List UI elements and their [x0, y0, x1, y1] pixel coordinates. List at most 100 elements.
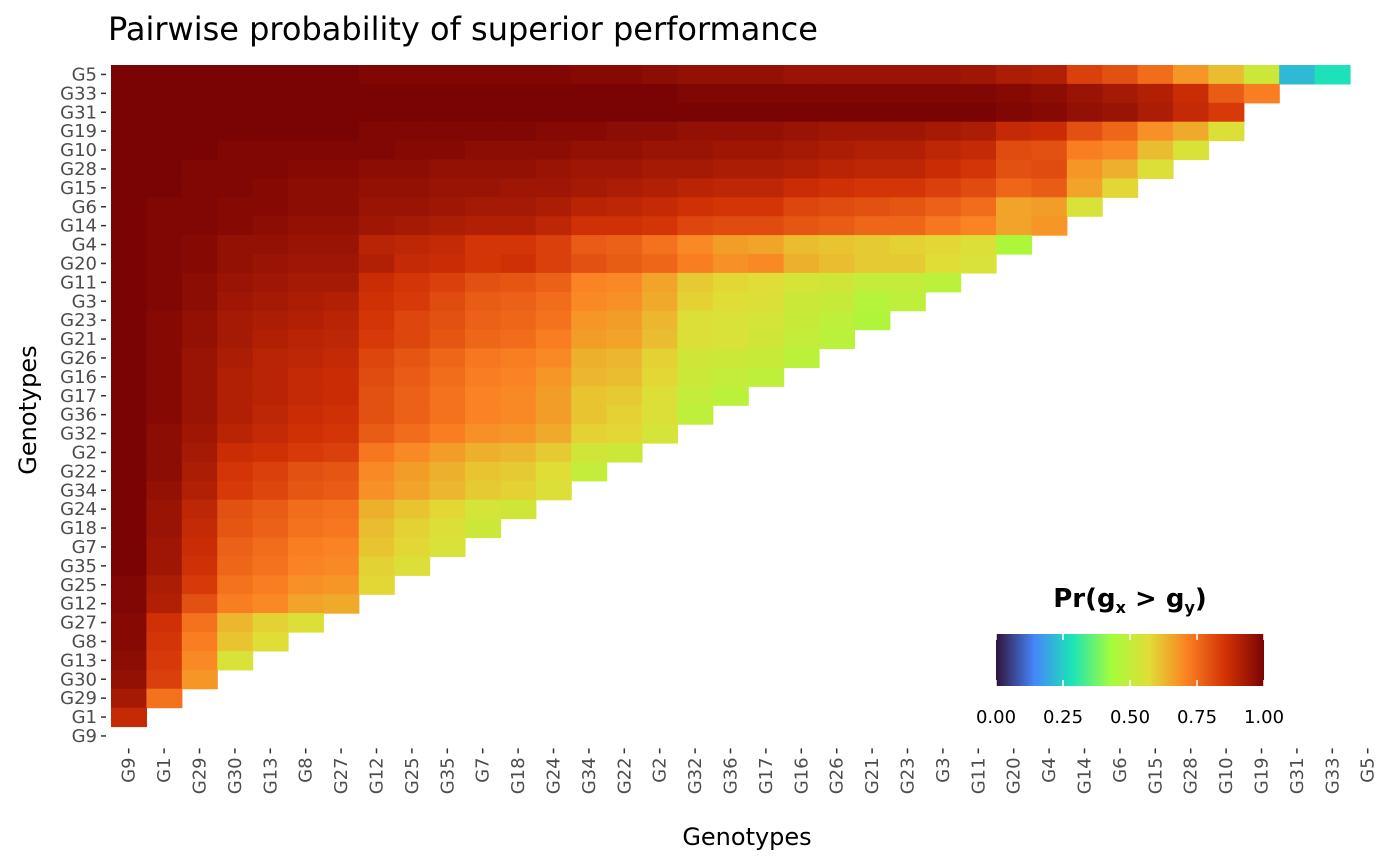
heatmap-cell — [146, 480, 183, 501]
heatmap-cell — [996, 216, 1032, 236]
heatmap-cell — [819, 329, 855, 350]
heatmap-cell — [429, 140, 466, 161]
heatmap-cell — [535, 159, 572, 179]
heatmap-cell — [358, 386, 395, 406]
heatmap-cell — [288, 386, 324, 406]
heatmap-cell — [323, 594, 360, 614]
heatmap-cell — [323, 575, 360, 595]
heatmap-cell — [181, 140, 218, 161]
heatmap-cell — [111, 310, 147, 331]
heatmap-cell — [288, 556, 324, 576]
x-tick-label: G19 — [1252, 757, 1273, 794]
heatmap-cell — [500, 310, 537, 331]
heatmap-cell — [111, 707, 147, 728]
heatmap-cell — [358, 254, 395, 274]
heatmap-cell — [181, 367, 218, 387]
heatmap-cell — [854, 121, 891, 142]
heatmap-cell — [1066, 159, 1103, 179]
heatmap-cell — [146, 254, 183, 274]
heatmap-cell — [712, 83, 749, 104]
heatmap-cell — [465, 424, 501, 444]
y-tick-label: G4 — [72, 235, 97, 256]
heatmap-cell — [677, 405, 714, 425]
heatmap-cell — [429, 518, 466, 539]
heatmap-cell — [181, 650, 218, 671]
heatmap-cell — [1173, 140, 1209, 161]
x-tick-label: G4 — [1039, 757, 1060, 782]
heatmap-cell — [1243, 65, 1280, 85]
heatmap-cell — [323, 424, 360, 444]
heatmap-cell — [358, 443, 395, 463]
x-tick-label: G18 — [508, 757, 529, 794]
heatmap-cell — [252, 102, 289, 123]
heatmap-cell — [146, 140, 183, 161]
y-tick-label: G35 — [60, 556, 97, 577]
heatmap-cell — [889, 291, 926, 312]
heatmap-cell — [642, 65, 678, 85]
heatmap-cell — [606, 83, 643, 104]
heatmap-cell — [358, 159, 395, 179]
heatmap-cell — [323, 65, 360, 85]
y-tick-label: G2 — [72, 442, 97, 463]
heatmap-cell — [111, 405, 147, 425]
heatmap-cell — [252, 291, 289, 312]
heatmap-cell — [217, 556, 254, 576]
heatmap-cells — [111, 65, 1351, 728]
heatmap-cell — [748, 197, 785, 217]
heatmap-cell — [854, 102, 891, 123]
heatmap-cell — [252, 443, 289, 463]
heatmap-cell — [500, 499, 537, 520]
heatmap-cell — [535, 291, 572, 312]
heatmap-cell — [217, 613, 254, 633]
heatmap-cell — [181, 216, 218, 236]
heatmap-cell — [288, 102, 324, 123]
heatmap-cell — [1031, 140, 1068, 161]
x-tick-label: G14 — [1075, 757, 1096, 794]
heatmap-cell — [535, 140, 572, 161]
heatmap-cell — [111, 461, 147, 482]
heatmap-cell — [1208, 121, 1245, 142]
heatmap-cell — [111, 83, 147, 104]
heatmap-cell — [465, 197, 501, 217]
heatmap-cell — [358, 216, 395, 236]
heatmap-cell — [429, 499, 466, 520]
y-tick-label: G15 — [60, 178, 97, 199]
heatmap-cell — [181, 518, 218, 539]
y-tick-label: G14 — [60, 216, 97, 237]
heatmap-cell — [996, 197, 1032, 217]
heatmap-cell — [394, 159, 431, 179]
heatmap-cell — [288, 329, 324, 350]
heatmap-cell — [181, 102, 218, 123]
heatmap-cell — [642, 178, 678, 198]
heatmap-cell — [535, 178, 572, 198]
heatmap-cell — [925, 197, 962, 217]
heatmap-cell — [111, 480, 147, 501]
heatmap-cell — [1314, 65, 1351, 85]
heatmap-cell — [571, 405, 608, 425]
heatmap-cell — [854, 140, 891, 161]
heatmap-cell — [146, 688, 183, 709]
heatmap-cell — [677, 254, 714, 274]
heatmap-cell — [288, 499, 324, 520]
heatmap-cell — [925, 178, 962, 198]
heatmap-cell — [288, 310, 324, 331]
heatmap-cell — [606, 178, 643, 198]
heatmap-cell — [323, 235, 360, 255]
heatmap-cell — [571, 329, 608, 350]
heatmap-cell — [606, 367, 643, 387]
x-tick-label: G34 — [579, 757, 600, 794]
heatmap-cell — [854, 159, 891, 179]
heatmap-cell — [819, 178, 855, 198]
heatmap-cell — [748, 102, 785, 123]
chart-title: Pairwise probability of superior perform… — [108, 10, 818, 48]
heatmap-cell — [252, 424, 289, 444]
heatmap-cell — [429, 386, 466, 406]
heatmap-cell — [394, 405, 431, 425]
heatmap-cell — [712, 254, 749, 274]
x-tick-label: G15 — [1145, 757, 1166, 794]
heatmap-cell — [252, 405, 289, 425]
heatmap-cell — [1066, 83, 1103, 104]
heatmap-cell — [783, 140, 820, 161]
heatmap-cell — [535, 216, 572, 236]
heatmap-cell — [358, 575, 395, 595]
